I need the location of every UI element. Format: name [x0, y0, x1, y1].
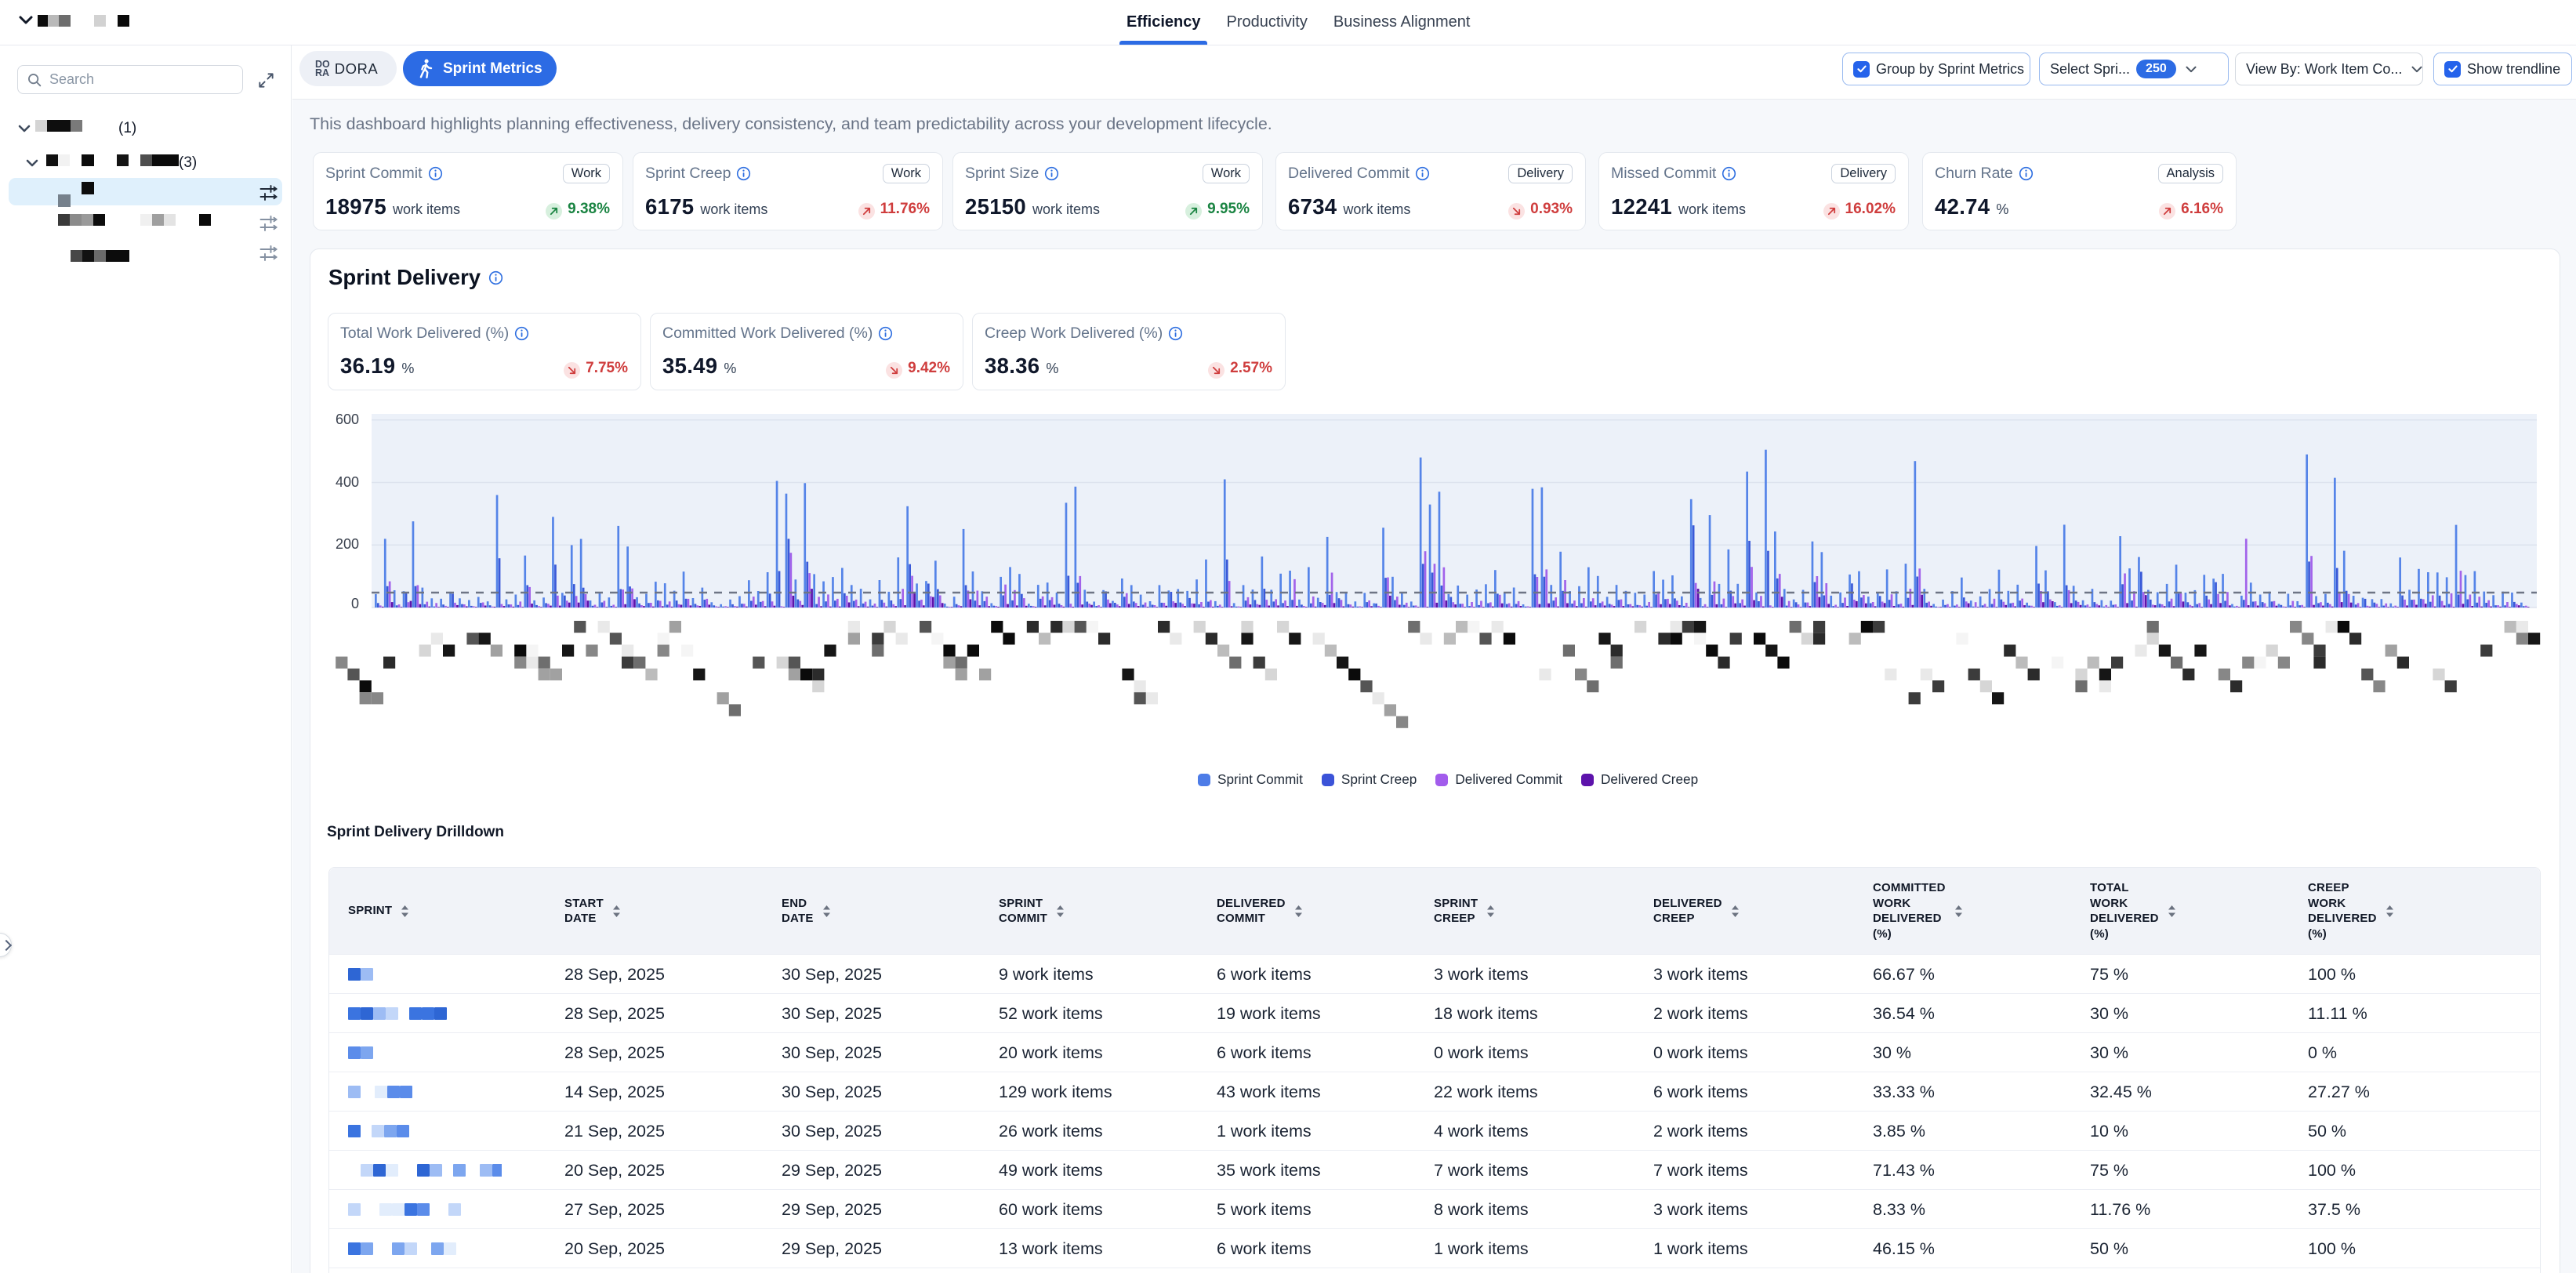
svg-text:(3): (3): [179, 154, 197, 171]
svg-text:(1): (1): [118, 120, 136, 136]
